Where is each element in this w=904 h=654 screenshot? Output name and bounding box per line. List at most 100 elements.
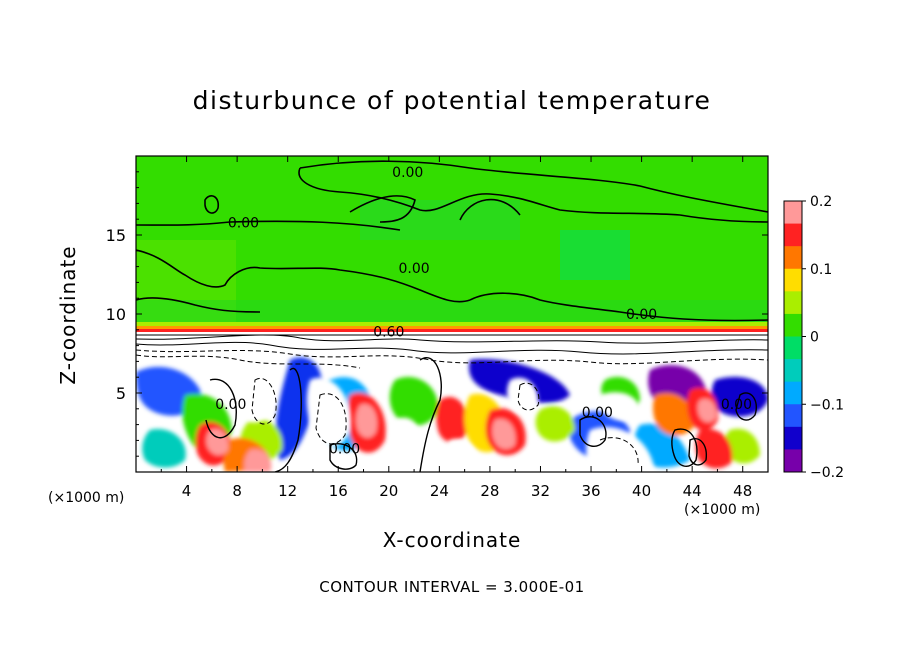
x-axis: 4 8 12 16 20 24 28 32 36 40 44 48 [160,156,752,500]
contour-label: 0.00 [626,307,657,323]
blob-green-3 [389,376,439,426]
contour-left-lower [136,249,471,303]
colorbar-swatch [784,381,802,405]
lower-contours [205,357,757,472]
contour-label: 0.00 [398,261,429,277]
contour-mid-bump [349,195,416,223]
inversion-red [136,329,768,332]
blob-pink-1 [206,428,229,456]
x-tick-label: 4 [182,482,192,500]
cell-7 [443,438,479,472]
lower-contour-5 [579,416,607,447]
x-tick-label: 36 [581,482,600,500]
dashed-contour-1 [251,377,277,425]
lower-contour-4 [419,357,442,472]
contour-label: 0.00 [582,405,613,421]
colorbar-swatch [784,359,802,383]
contour-label: 0.00 [228,215,259,231]
contour-lines [136,160,768,322]
inv-line-2 [136,334,768,344]
x-tick-label: 48 [733,482,752,500]
inv-line-4 [136,349,768,365]
blob-blue-8 [142,429,186,468]
blob-red-6 [695,429,733,469]
x-tick-label: 28 [480,482,499,500]
colorbar-swatch [784,201,802,225]
contour-labels: 0.00 0.00 0.00 0.00 0.60 0.00 0.00 0.00 0.00 [215,165,752,457]
blob-pink-2 [356,404,378,438]
colorbar-swatch [784,313,802,337]
contour-label: 0.00 [392,165,423,181]
contour-label: 0.00 [215,397,246,413]
colorbar-tick-label: −0.2 [810,465,844,481]
colorbar-tick-label: −0.1 [810,397,844,413]
contour-upper-main [299,160,768,213]
inversion-orange [136,326,768,330]
contour-upper-loop [298,167,681,216]
blob-pink-4 [697,398,717,423]
contour-label: 0.60 [373,324,404,340]
colorbar-swatch [784,291,802,315]
colorbar-swatch [784,268,802,292]
x-tick-label: 16 [329,482,348,500]
contour-left-loop [204,195,220,214]
y-tick-label: 15 [106,226,126,245]
lower-contour-6 [671,428,698,467]
x-unit-label-left: (×1000 m) [48,490,125,506]
contour-left [136,220,401,231]
inv-line-3 [136,341,768,355]
colorbar-tick-label: 0.2 [810,194,832,210]
lower-contours-dashed [251,377,639,466]
contour-label: 0.00 [721,397,752,413]
inversion-contours [136,334,768,369]
contour-right [469,292,768,322]
y-tick-label: 5 [116,384,126,403]
cell-3 [389,417,421,460]
blob-green-4 [535,406,575,442]
cell-2 [306,377,351,447]
x-tick-label: 12 [278,482,297,500]
lower-contour-7 [735,392,757,421]
blob-green-6 [723,428,760,464]
blob-pink-3 [492,418,516,450]
x-tick-label: 40 [632,482,651,500]
colorbar-tick-label: 0.1 [810,262,832,278]
colorbar-swatch [784,246,802,270]
lower-contour-2 [274,367,302,472]
x-tick-label: 20 [379,482,398,500]
dashed-contour-3 [599,437,639,466]
inversion-yellow [136,322,768,328]
colorbar-swatch [784,336,802,360]
cell-4 [507,377,539,414]
colorbar-swatch [784,426,802,450]
x-axis-label: X-coordinate [382,528,522,552]
x-tick-label: 44 [683,482,702,500]
colorbar-swatches [784,201,802,473]
contour-mid-arch [459,198,521,221]
colorbar: 0.2 0.1 0 −0.1 −0.2 [783,194,844,481]
chart-title: disturbunce of potential temperature [192,86,712,115]
colorbar-swatch [784,449,802,473]
blob-pink-5 [244,449,272,472]
x-tick-label: 8 [232,482,242,500]
lower-contour-3 [329,443,358,470]
cell-6 [598,392,640,421]
dashed-contour-4 [517,382,540,411]
contour-upper-right [679,214,768,223]
y-axis-label: Z-coordinate [56,245,80,385]
colorbar-swatch [784,223,802,247]
heatmap-field [136,156,768,472]
colorbar-tick-label: 0 [810,330,819,346]
lower-contour-1 [205,378,237,439]
x-tick-label: 24 [430,482,449,500]
dashed-contour-2 [315,393,347,445]
upper-layer-tint-cyan [560,230,630,280]
blob-red-3 [436,396,469,443]
blob-orange-3 [652,393,695,436]
y-tick-label: 10 [106,305,126,324]
upper-layer-tint-mid [360,200,520,240]
colorbar-swatch [784,404,802,428]
contour-label: 0.00 [329,441,360,457]
contour-interval-caption: CONTOUR INTERVAL = 3.000E-01 [319,578,585,596]
lower-contour-8 [688,438,707,466]
